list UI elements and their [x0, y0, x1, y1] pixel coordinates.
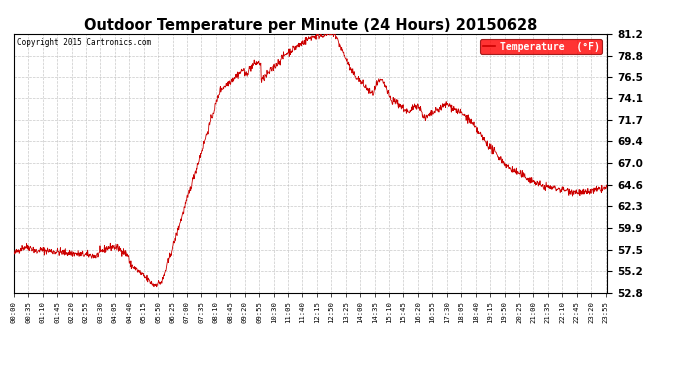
Legend: Temperature  (°F): Temperature (°F): [480, 39, 602, 54]
Title: Outdoor Temperature per Minute (24 Hours) 20150628: Outdoor Temperature per Minute (24 Hours…: [83, 18, 538, 33]
Text: Copyright 2015 Cartronics.com: Copyright 2015 Cartronics.com: [17, 38, 151, 46]
